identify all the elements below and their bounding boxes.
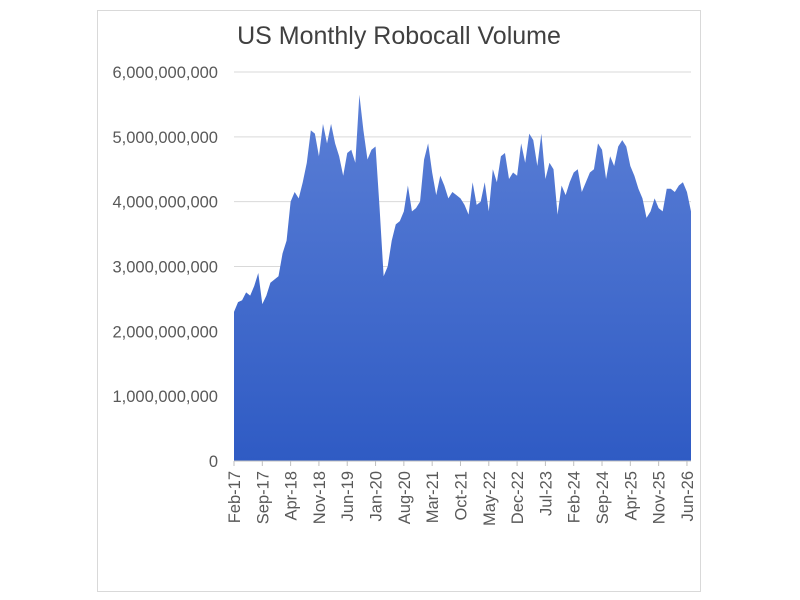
x-axis: Feb-17 Sep-17 Apr-18 Nov-18 Jun-19 Jan-20 Aug-… [226,460,697,526]
x-tick-label: Jun-26 [679,471,697,521]
x-tick-label: May-22 [481,471,499,526]
x-tick-label: Feb-17 [226,471,244,523]
x-tick-label: Apr-25 [622,471,640,521]
x-tick-label: Jun-19 [339,471,357,521]
x-tick-label: Oct-21 [452,471,470,521]
y-axis: 0 1,000,000,000 2,000,000,000 3,000,000,000… [112,64,218,471]
x-tick-label: Feb-24 [566,471,584,523]
x-tick-label: Nov-25 [651,471,669,524]
x-tick-label: Mar-21 [424,471,442,523]
x-tick-label: Nov-18 [311,471,329,524]
x-tick-label: Apr-18 [283,471,301,521]
y-tick-label: 6,000,000,000 [112,64,218,82]
x-tick-label: Aug-20 [396,471,414,524]
y-tick-label: 1,000,000,000 [112,388,218,406]
x-tick-label: Sep-24 [594,471,612,524]
y-tick-label: 2,000,000,000 [112,323,218,341]
y-tick-label: 5,000,000,000 [112,129,218,147]
x-tick-label: Jan-20 [368,471,386,521]
robocall-volume-area [234,94,691,461]
x-tick-label: Dec-22 [509,471,527,524]
y-tick-label: 0 [209,453,218,471]
x-tick-label: Jul-23 [537,471,555,516]
y-tick-label: 3,000,000,000 [112,259,218,277]
y-tick-label: 4,000,000,000 [112,194,218,212]
x-tick-label: Sep-17 [254,471,272,524]
chart-title: US Monthly Robocall Volume [237,22,561,50]
